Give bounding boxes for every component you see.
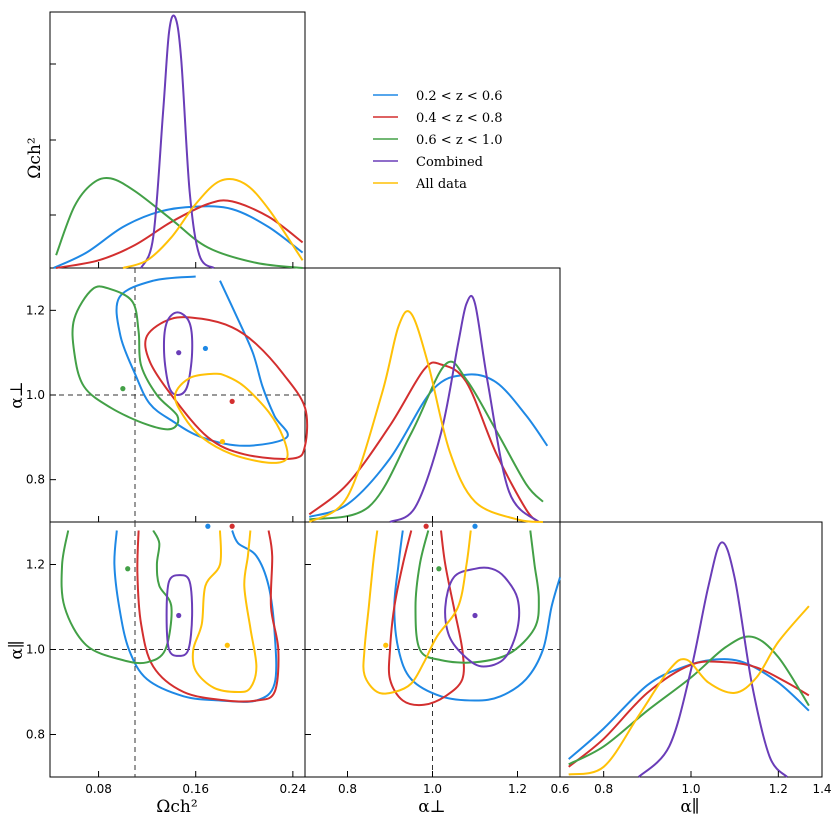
xlabel-apar: α∥ <box>680 797 699 817</box>
legend-label-z1: 0.2 < z < 0.6 <box>416 89 503 104</box>
best-fit-point-omc-apar-z1 <box>205 523 211 529</box>
best-fit-point-aperp-apar-z1 <box>472 523 478 529</box>
contour-omc-aperp-all <box>173 372 289 464</box>
best-fit-point-aperp-apar-comb <box>472 612 478 619</box>
xtick-label-aperp-0: 0.8 <box>338 782 357 796</box>
marginal-aperp-z3 <box>309 360 544 521</box>
legend-label-z3: 0.6 < z < 1.0 <box>416 133 503 148</box>
contour-omc-aperp-z1 <box>115 275 289 447</box>
ytick-label-aperp-1: 1.0 <box>26 388 45 402</box>
best-fit-point-aperp-apar-z2 <box>423 523 429 529</box>
best-fit-point-aperp-apar-all <box>383 642 389 648</box>
xtick-label-aperp-1: 1.0 <box>423 782 442 796</box>
xtick-label-apar-1: 1.0 <box>681 782 700 796</box>
contour-omc-aperp-z3 <box>71 285 180 431</box>
contour-omc-apar-z3 <box>60 530 173 665</box>
contour-omc-apar-z1 <box>113 530 278 703</box>
ytick-label-apar-0: 0.8 <box>26 728 45 742</box>
xtick-label-apar-2: 1.2 <box>769 782 788 796</box>
best-fit-point-omc-apar-comb <box>176 612 182 619</box>
marginal-apar-comb <box>637 541 788 778</box>
ylabel-apar: α∥ <box>7 640 27 659</box>
xlabel-aperp: α⊥ <box>418 797 445 817</box>
marginal-omc-z2 <box>55 199 304 269</box>
xtick-label-omc-0: 0.08 <box>85 782 112 796</box>
best-fit-point-omc-aperp-all <box>219 438 226 445</box>
xlabel-omc: Ωch² <box>156 797 197 817</box>
contour-aperp-apar-all <box>362 530 472 695</box>
best-fit-point-omc-aperp-z1 <box>202 345 209 352</box>
marginal-omc-z3 <box>55 176 303 269</box>
ytick-label-aperp-2: 1.2 <box>26 303 45 317</box>
xtick-label-apar-0: 0.8 <box>594 782 613 796</box>
marginal-omc-z1 <box>53 205 304 269</box>
chart-curves <box>53 14 810 778</box>
marginal-omc-comb <box>140 14 215 269</box>
marginal-aperp-z2 <box>308 361 540 523</box>
xtick-label-omc-2: 0.24 <box>279 782 306 796</box>
best-fit-point-aperp-apar-z3 <box>436 566 442 572</box>
legend-label-z2: 0.4 < z < 0.8 <box>416 111 503 126</box>
xtick-label-omc-1: 0.16 <box>182 782 209 796</box>
ylabel-aperp: α⊥ <box>7 381 27 408</box>
best-fit-point-omc-apar-all <box>224 642 230 648</box>
contour-omc-apar-comb <box>165 574 194 657</box>
marginal-apar-all <box>568 605 810 776</box>
marginal-aperp-z1 <box>308 373 549 518</box>
marginal-apar-z3 <box>568 635 810 766</box>
panel-apar-marginal <box>559 521 823 778</box>
ytick-label-apar-2: 1.2 <box>26 558 45 572</box>
contour-omc-apar-all <box>191 530 258 693</box>
xtick-label-edge-apar: 1.4 <box>812 782 831 796</box>
contour-aperp-apar-z2 <box>387 530 465 707</box>
best-fit-point-omc-aperp-z3 <box>120 386 126 392</box>
contour-omc-aperp-comb <box>162 311 194 396</box>
axis-ticks: 0.8 1.0 1.2 0.8 1.0 1.2 0.08 0.16 0.24 0.8 1.0 1.2 0… <box>26 63 831 796</box>
marginal-aperp-comb <box>389 295 540 523</box>
ytick-label-aperp-0: 0.8 <box>26 473 45 487</box>
contour-aperp-apar-z3 <box>414 530 540 664</box>
marginal-omc-all <box>122 178 304 269</box>
best-fit-point-omc-aperp-comb <box>176 350 182 356</box>
contour-omc-apar-z2 <box>136 530 280 703</box>
contour-aperp-apar-comb <box>444 566 521 668</box>
legend-label-comb: Combined <box>416 155 483 170</box>
legend-label-all: All data <box>415 177 467 192</box>
best-fit-point-omc-apar-z3 <box>125 566 131 572</box>
panel-aperp-marginal <box>304 267 561 523</box>
ylabel-omc: Ωch² <box>25 137 45 178</box>
ytick-label-apar-1: 1.0 <box>26 643 45 657</box>
contour-omc-aperp-z2 <box>144 316 309 460</box>
legend: 0.2 < z < 0.6 0.4 < z < 0.8 0.6 < z < 1.… <box>373 89 503 192</box>
xtick-label-edge-aperp: 0.6 <box>550 782 569 796</box>
marginal-aperp-all <box>308 310 544 523</box>
best-fit-point-omc-apar-z2 <box>229 523 235 529</box>
best-fit-point-omc-aperp-z2 <box>229 398 235 404</box>
xtick-label-aperp-2: 1.2 <box>508 782 527 796</box>
